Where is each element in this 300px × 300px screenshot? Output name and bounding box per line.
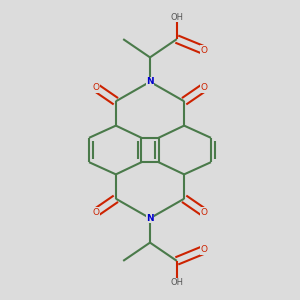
Text: O: O: [200, 245, 207, 254]
Text: O: O: [93, 208, 100, 217]
Text: O: O: [200, 46, 207, 55]
Text: O: O: [93, 83, 100, 92]
Text: O: O: [200, 83, 207, 92]
Text: O: O: [200, 208, 207, 217]
Text: N: N: [146, 214, 154, 223]
Text: N: N: [146, 77, 154, 86]
Text: OH: OH: [170, 13, 183, 22]
Text: OH: OH: [170, 278, 183, 287]
